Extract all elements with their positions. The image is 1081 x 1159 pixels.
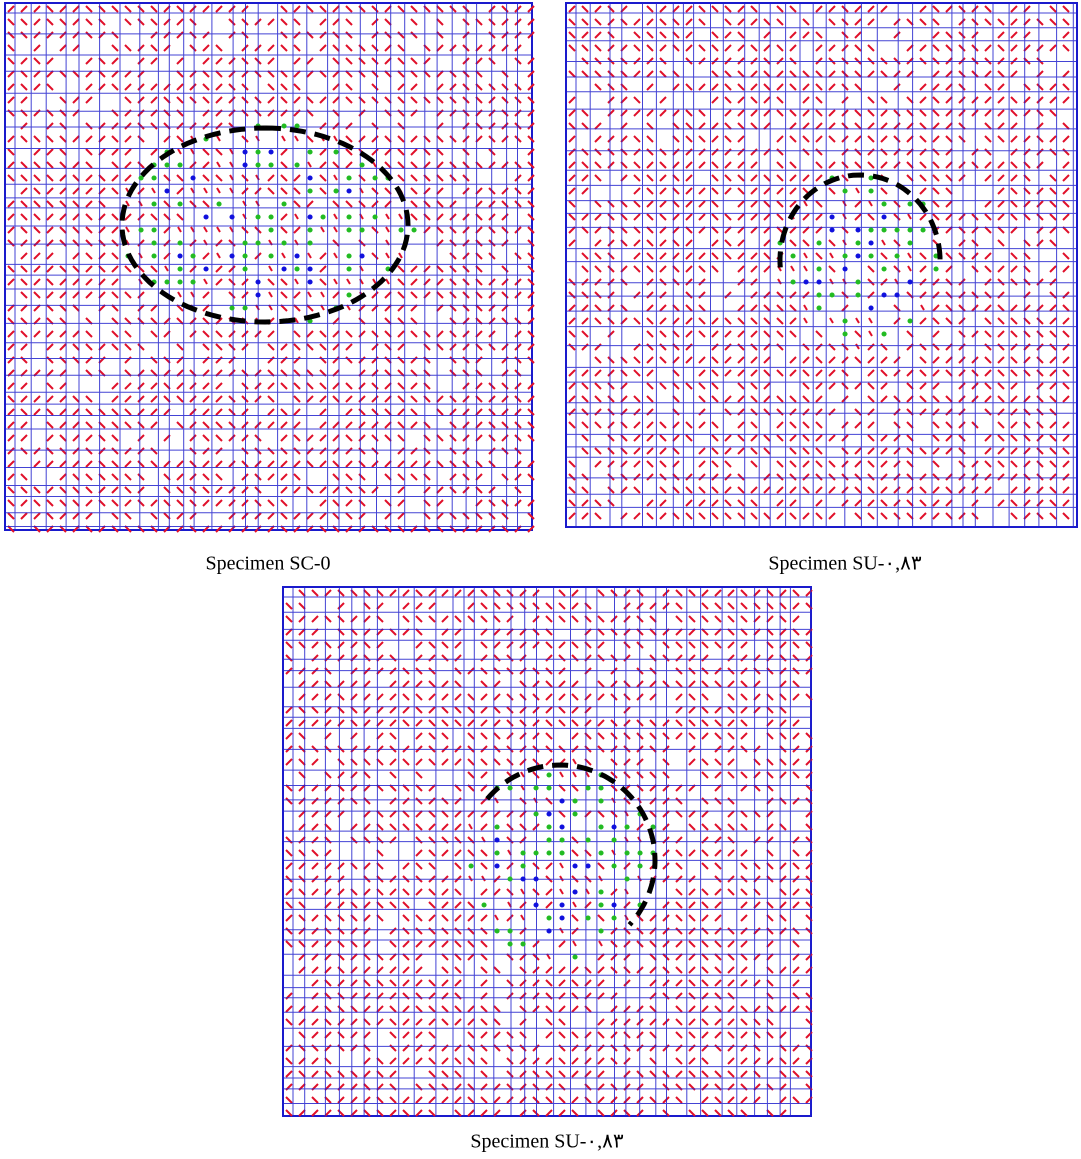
- caption: Specimen SU-۰,۸۳: [470, 1131, 624, 1153]
- caption: Specimen SC-0: [206, 553, 331, 575]
- figure: Specimen SC-0 Specimen SU-۰,۸۳ Specimen …: [0, 0, 1081, 1159]
- caption: Specimen SU-۰,۸۳: [768, 553, 922, 575]
